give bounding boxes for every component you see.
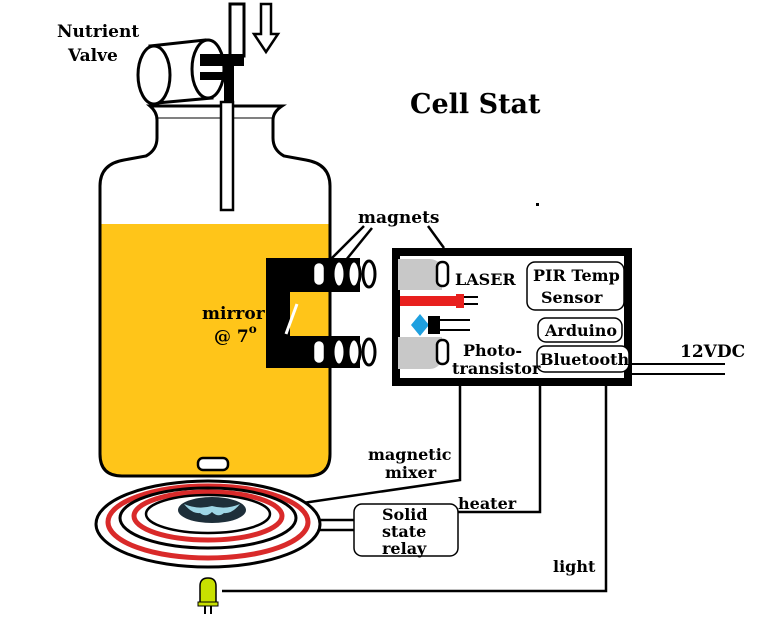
bluetooth-label: Bluetooth (540, 350, 630, 369)
light-label: light (553, 557, 596, 576)
nutrient-valve-label-1: Nutrient (57, 22, 139, 42)
heater-label: heater (458, 494, 517, 513)
solid-state-relay (353, 503, 459, 557)
pir-sensor-label-1: PIR Temp (533, 266, 620, 285)
arduino-label: Arduino (544, 321, 617, 340)
arduino-module (537, 317, 623, 343)
control-wiring (222, 386, 608, 593)
laser-icon (400, 296, 456, 306)
laser-label: LASER (455, 270, 516, 289)
bluetooth-module (536, 345, 630, 373)
pir-sensor-label-2: Sensor (541, 288, 603, 307)
magnetic-mixer-label-2: mixer (385, 463, 437, 482)
relay-label-1: Solid (382, 505, 428, 524)
magnet-coupling-bottom (331, 337, 377, 367)
magnetic-mixer-label-1: magnetic (368, 445, 452, 464)
pir-temp-sensor-module (526, 261, 625, 311)
stirrer-heater-plate (94, 479, 322, 569)
nutrient-valve-label-2: Valve (67, 46, 118, 66)
phototransistor-label-2: transistor (452, 359, 541, 378)
mirror-icon (284, 303, 299, 335)
magnet-coupling-top (331, 259, 377, 289)
relay-label-2: state (382, 522, 426, 541)
stray-dot (536, 203, 539, 206)
nutrient-valve (136, 2, 246, 106)
power-cable (632, 363, 725, 375)
magnets-leader-lines (327, 225, 446, 263)
mirror-label-1: mirror (202, 304, 266, 324)
phototransistor-label-1: Photo- (463, 341, 522, 360)
page-title: Cell Stat (410, 89, 541, 120)
mirror-label-2: @ 7o (214, 322, 257, 347)
electronics-box (392, 248, 632, 386)
flow-arrow-icon (251, 2, 281, 55)
relay-label-3: relay (382, 539, 427, 558)
magnets-label: magnets (358, 208, 440, 228)
photodiode-icon (411, 314, 429, 336)
power-label: 12VDC (680, 342, 745, 362)
led-light-icon (197, 577, 219, 614)
